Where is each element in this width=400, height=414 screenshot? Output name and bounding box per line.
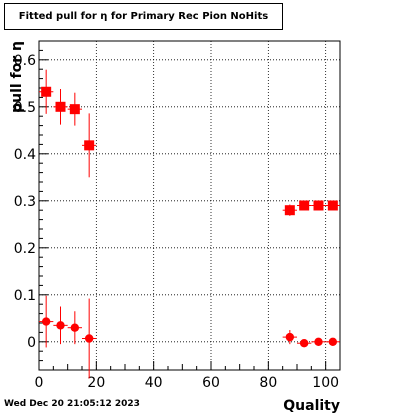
data-point-circle <box>56 321 65 330</box>
data-point-square <box>41 86 52 97</box>
data-point-circle <box>70 323 80 332</box>
y-axis-label: pull for η <box>9 41 25 113</box>
data-point-circle <box>299 339 309 348</box>
chart-title: Fitted pull for η for Primary Rec Pion N… <box>4 3 283 30</box>
y-tick-label: 0.3 <box>14 194 36 210</box>
plot-frame <box>38 40 341 371</box>
data-point-square <box>84 140 95 151</box>
x-tick-label: 80 <box>259 375 277 391</box>
data-point-square <box>284 205 295 216</box>
data-point-circle <box>84 334 94 343</box>
y-tick-label: 0 <box>27 335 36 351</box>
y-tick-label: 0.6 <box>14 53 36 69</box>
data-point-circle <box>41 317 51 326</box>
data-point-circle <box>328 337 338 346</box>
x-tick-label: 60 <box>202 375 220 391</box>
data-point-circle <box>285 332 295 342</box>
data-point-square <box>69 104 80 115</box>
x-tick-label: 40 <box>145 375 163 391</box>
timestamp: Wed Dec 20 21:05:12 2023 <box>4 399 140 409</box>
data-point-square <box>299 200 310 211</box>
data-point-square <box>327 200 338 211</box>
data-point-square <box>55 101 66 112</box>
y-tick-label: 0.2 <box>14 241 36 257</box>
y-tick-label: 0.4 <box>14 147 36 163</box>
y-tick-label: 0.1 <box>14 288 36 304</box>
x-tick-label: 20 <box>87 375 105 391</box>
data-point-square <box>313 200 324 211</box>
x-tick-label: 100 <box>312 375 339 391</box>
y-tick-label: 0.5 <box>14 100 36 116</box>
data-point-circle <box>314 337 323 346</box>
x-axis-label: Quality <box>283 398 340 414</box>
x-tick-label: 0 <box>35 375 44 391</box>
